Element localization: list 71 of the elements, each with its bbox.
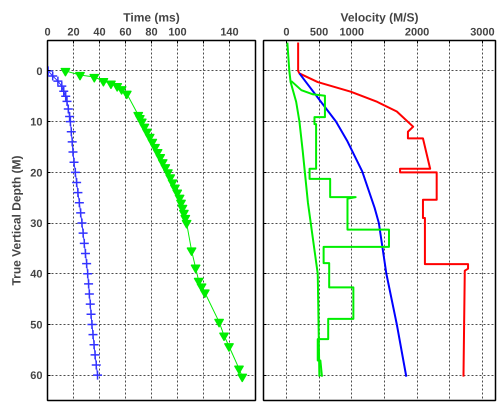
point — [190, 264, 201, 274]
x-tick-label: 40 — [93, 26, 106, 38]
point — [52, 76, 64, 86]
point — [234, 365, 244, 374]
point — [200, 289, 210, 298]
point — [68, 146, 78, 158]
point — [91, 360, 102, 370]
point — [60, 68, 70, 77]
point — [76, 218, 88, 228]
point — [66, 136, 78, 148]
y-tick-label: 20 — [30, 167, 43, 180]
point — [182, 220, 192, 229]
point — [58, 86, 69, 96]
point — [81, 258, 92, 269]
x-tick-label: 0 — [44, 26, 51, 38]
y-tick-label: 10 — [30, 116, 43, 129]
x-tick-label: 1000 — [339, 26, 364, 38]
point — [88, 339, 100, 350]
point — [79, 238, 90, 249]
point — [62, 96, 72, 107]
x-axis-title: Time (ms) — [123, 10, 180, 24]
point — [78, 228, 88, 238]
x-tick-label: 500 — [310, 26, 328, 38]
point — [70, 167, 81, 178]
point — [56, 80, 68, 92]
y-tick-label: 60 — [30, 370, 43, 382]
point — [214, 318, 224, 328]
y-tick-label: 30 — [30, 218, 43, 230]
y-tick-label: 40 — [30, 268, 43, 281]
point — [66, 126, 77, 138]
y-tick-label: 50 — [30, 319, 43, 332]
x-tick-label: 2000 — [404, 26, 430, 38]
point — [83, 278, 94, 290]
point — [186, 247, 197, 256]
y-tick-label: 0 — [36, 66, 43, 78]
point — [80, 248, 91, 259]
point — [92, 370, 103, 380]
point — [85, 298, 96, 310]
y-axis-title: True Vertical Depth (M) — [9, 155, 24, 286]
point — [106, 80, 116, 90]
point — [86, 319, 98, 330]
x-axis-title: Velocity (M/S) — [340, 10, 419, 24]
point — [219, 332, 230, 342]
point — [64, 111, 75, 122]
point — [224, 343, 234, 352]
point — [75, 208, 86, 218]
point — [88, 329, 98, 340]
x-tick-label: 140 — [220, 26, 239, 38]
x-tick-label: 20 — [67, 26, 80, 38]
point — [68, 156, 80, 168]
point — [63, 104, 74, 114]
x-tick-label: 100 — [168, 26, 187, 38]
point — [74, 198, 85, 208]
x-tick-label: 0 — [283, 26, 290, 38]
point — [65, 116, 76, 127]
point — [122, 90, 132, 100]
point — [86, 309, 96, 320]
x-tick-label: 80 — [145, 26, 158, 38]
x-tick-label: 3000 — [470, 26, 495, 38]
point — [48, 70, 58, 82]
point — [90, 350, 100, 360]
point — [89, 74, 100, 83]
point — [60, 91, 71, 102]
point — [98, 78, 108, 87]
point — [84, 288, 95, 300]
point — [75, 72, 85, 81]
point — [237, 374, 248, 382]
x-tick-label: 60 — [119, 26, 132, 38]
point — [72, 187, 84, 198]
point — [82, 268, 93, 279]
point — [71, 177, 82, 188]
